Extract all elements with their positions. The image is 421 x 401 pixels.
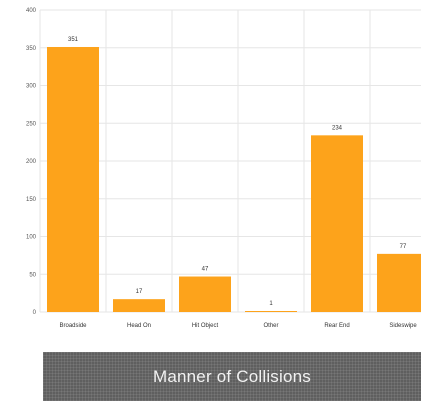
y-tick-label: 200 xyxy=(26,159,37,165)
bar xyxy=(113,299,165,312)
y-tick-label: 350 xyxy=(26,46,37,52)
y-tick-label: 250 xyxy=(26,121,37,127)
bar xyxy=(245,311,297,312)
bar xyxy=(377,253,421,312)
y-tick-label: 150 xyxy=(26,197,37,203)
data-label: 17 xyxy=(136,289,143,295)
y-tick-label: 400 xyxy=(26,8,37,14)
caption-banner: Manner of Collisions xyxy=(43,352,421,401)
x-tick-label: Other xyxy=(263,323,278,329)
x-tick-label: Sideswipe xyxy=(389,323,417,329)
data-label: 77 xyxy=(400,244,407,250)
x-tick-label: Broadside xyxy=(59,323,87,329)
x-tick-label: Rear End xyxy=(324,323,349,329)
bar xyxy=(311,135,363,312)
chart-caption: Manner of Collisions xyxy=(152,366,311,386)
bar xyxy=(47,46,99,313)
data-label: 234 xyxy=(332,125,343,131)
bar-chart: 0 50 100 150 200 250 300 350 400 351 Broadside 17 He… xyxy=(26,8,421,329)
bar xyxy=(179,276,231,312)
data-label: 47 xyxy=(202,267,209,273)
y-tick-label: 100 xyxy=(26,235,37,241)
y-tick-label: 300 xyxy=(26,84,37,90)
chart-area: 0 50 100 150 200 250 300 350 400 351 Broadside 17 He… xyxy=(26,8,421,329)
x-tick-label: Hit Object xyxy=(192,323,219,329)
y-tick-label: 0 xyxy=(33,310,37,316)
data-label: 351 xyxy=(68,37,79,43)
data-label: 1 xyxy=(269,301,273,307)
x-tick-label: Head On xyxy=(127,323,151,329)
y-tick-label: 50 xyxy=(29,272,36,278)
